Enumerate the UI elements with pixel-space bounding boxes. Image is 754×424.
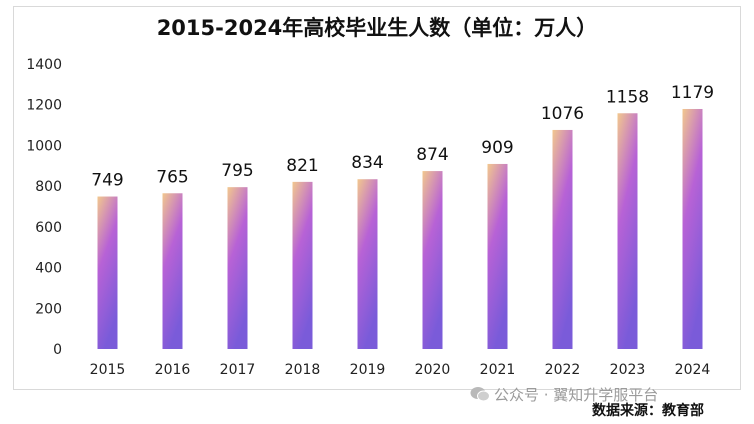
x-tick-label: 2020 bbox=[415, 362, 451, 378]
chart-title: 2015-2024年高校毕业生人数（单位：万人） bbox=[156, 16, 598, 40]
bar-2020 bbox=[422, 171, 443, 349]
bar-2021 bbox=[487, 163, 508, 349]
data-label-2015: 749 bbox=[91, 171, 123, 191]
bar-2019 bbox=[357, 179, 378, 349]
y-tick-label: 1400 bbox=[26, 57, 62, 73]
x-tick-label: 2021 bbox=[480, 362, 516, 378]
x-tick-label: 2024 bbox=[675, 362, 711, 378]
y-tick-label: 600 bbox=[35, 220, 62, 236]
y-tick-label: 1200 bbox=[26, 98, 62, 114]
data-label-2018: 821 bbox=[286, 156, 318, 176]
data-label-2024: 1179 bbox=[671, 83, 714, 103]
x-tick-label: 2015 bbox=[90, 362, 126, 378]
data-label-2022: 1076 bbox=[541, 104, 584, 124]
bar-2024 bbox=[682, 108, 703, 349]
wechat-icon bbox=[470, 386, 490, 406]
data-label-2021: 909 bbox=[481, 138, 513, 158]
y-tick-label: 200 bbox=[35, 301, 62, 317]
data-label-2020: 874 bbox=[416, 145, 448, 165]
data-label-2019: 834 bbox=[351, 153, 383, 173]
data-label-2016: 765 bbox=[156, 167, 188, 187]
y-tick-label: 400 bbox=[35, 261, 62, 277]
watermark: 公众号 · 翼知升学服平台 bbox=[470, 384, 658, 406]
data-source: 数据来源：教育部 bbox=[592, 403, 704, 419]
bar-2015 bbox=[97, 196, 118, 349]
x-tick-label: 2018 bbox=[285, 362, 321, 378]
data-label-2017: 795 bbox=[221, 161, 253, 181]
x-tick-label: 2016 bbox=[155, 362, 191, 378]
bar-2022 bbox=[552, 129, 573, 349]
y-tick-label: 800 bbox=[35, 179, 62, 195]
x-tick-label: 2022 bbox=[545, 362, 581, 378]
x-tick-label: 2017 bbox=[220, 362, 256, 378]
y-tick-label: 1000 bbox=[26, 138, 62, 154]
bar-2017 bbox=[227, 187, 248, 349]
data-label-2023: 1158 bbox=[606, 87, 649, 107]
y-tick-label: 0 bbox=[53, 342, 62, 358]
watermark-text: 公众号 · 翼知升学服平台 bbox=[494, 386, 659, 404]
bar-2023 bbox=[617, 113, 638, 349]
bar-2016 bbox=[162, 193, 183, 349]
bar-2018 bbox=[292, 181, 313, 349]
x-tick-label: 2023 bbox=[610, 362, 646, 378]
x-tick-label: 2019 bbox=[350, 362, 386, 378]
